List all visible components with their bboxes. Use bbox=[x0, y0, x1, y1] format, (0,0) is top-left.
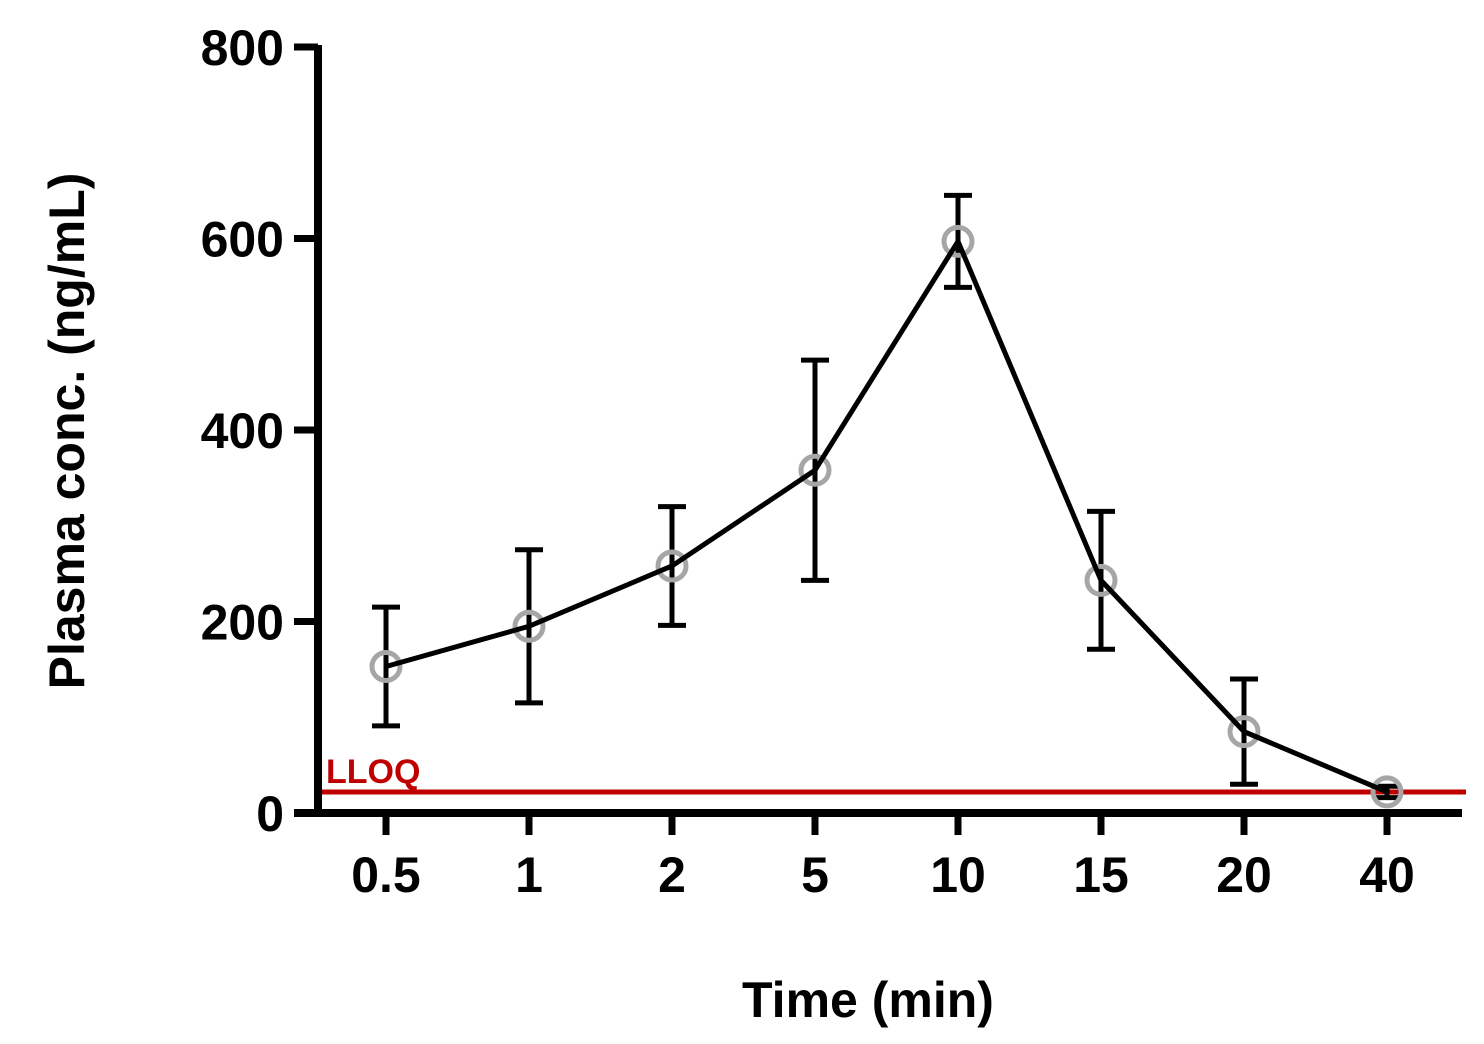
plot-area bbox=[369, 192, 1404, 809]
data-point bbox=[941, 224, 975, 258]
y-tick-label: 600 bbox=[201, 212, 284, 268]
x-tick-label: 1 bbox=[515, 847, 543, 903]
x-tick-label: 20 bbox=[1216, 847, 1272, 903]
x-tick-label: 40 bbox=[1359, 847, 1415, 903]
x-tick-label: 5 bbox=[801, 847, 829, 903]
data-point bbox=[798, 453, 832, 487]
lloq-label: LLOQ bbox=[326, 753, 420, 791]
y-tick-label: 0 bbox=[256, 786, 284, 842]
x-tick-label: 15 bbox=[1073, 847, 1129, 903]
data-point bbox=[655, 549, 689, 583]
x-axis-ticks: 0.5 1 2 5 10 15 20 40 bbox=[351, 813, 1415, 903]
data-point bbox=[369, 650, 403, 684]
y-axis-ticks: 0 200 400 600 800 bbox=[201, 20, 318, 842]
y-axis-title: Plasma conc. (ng/mL) bbox=[39, 173, 95, 690]
x-axis-title: Time (min) bbox=[742, 972, 994, 1028]
y-tick-label: 400 bbox=[201, 403, 284, 459]
y-tick-label: 800 bbox=[201, 20, 284, 76]
data-point bbox=[1370, 775, 1404, 809]
y-tick-label: 200 bbox=[201, 595, 284, 651]
x-tick-label: 10 bbox=[930, 847, 986, 903]
lloq-reference: LLOQ bbox=[318, 753, 1466, 795]
x-tick-label: 0.5 bbox=[351, 847, 421, 903]
data-point bbox=[1084, 563, 1118, 597]
series-line bbox=[385, 235, 1388, 795]
data-point bbox=[1227, 715, 1261, 749]
x-tick-label: 2 bbox=[658, 847, 686, 903]
data-point bbox=[512, 609, 546, 643]
